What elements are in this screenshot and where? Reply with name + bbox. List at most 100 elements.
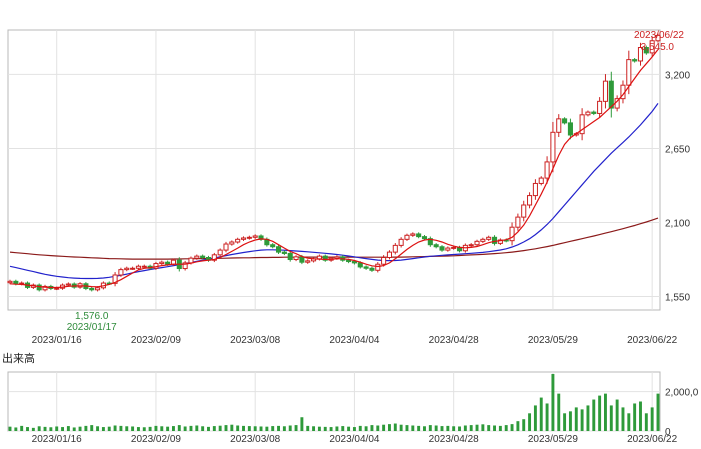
candle-body <box>439 246 445 251</box>
low-date-label: 2023/01/17 <box>67 322 117 333</box>
volume-date-label: 2023/05/29 <box>528 434 578 445</box>
volume-bar <box>510 424 514 431</box>
volume-bar <box>160 426 164 431</box>
volume-bar <box>189 425 193 431</box>
candle-body <box>252 235 258 238</box>
candle <box>275 244 282 254</box>
candle <box>112 272 118 287</box>
candle <box>369 266 375 272</box>
volume-panel-frame <box>7 371 661 432</box>
candle-body <box>346 259 352 263</box>
volume-bar <box>49 427 53 431</box>
volume-bar <box>352 427 356 431</box>
volume-bar <box>615 399 619 431</box>
volume-date-label: 2023/04/28 <box>429 434 479 445</box>
candle-body <box>223 243 229 251</box>
volume-bar <box>90 425 94 431</box>
candle-body <box>509 226 515 242</box>
candle <box>293 255 299 262</box>
volume-axis: 0 2,000,0 <box>665 388 699 438</box>
volume-bar <box>26 427 29 431</box>
candle-body <box>521 204 527 218</box>
candle-body <box>135 265 141 269</box>
candle <box>246 235 252 240</box>
candle <box>42 284 48 292</box>
volume-grid <box>7 371 661 432</box>
candle <box>585 110 591 117</box>
candle-body <box>211 254 217 261</box>
moving-average-long <box>9 217 659 260</box>
volume-bar <box>458 426 461 431</box>
candle <box>515 213 521 231</box>
candle <box>211 252 217 263</box>
candle <box>404 233 410 241</box>
candle <box>591 110 597 116</box>
date-label: 2023/01/16 <box>32 335 82 346</box>
volume-bar <box>656 393 660 431</box>
candle-body <box>89 287 95 291</box>
volume-bar <box>113 425 117 431</box>
volume-bar <box>288 425 292 431</box>
candle-body <box>468 244 474 247</box>
candle-body <box>182 262 188 270</box>
candle <box>597 97 603 118</box>
volume-bar <box>271 426 275 431</box>
candle-body <box>130 267 136 270</box>
candle-body <box>42 285 48 291</box>
candle <box>491 235 498 246</box>
volume-date-label: 2023/02/09 <box>131 434 181 445</box>
volume-bar <box>528 413 532 431</box>
candle-body <box>597 100 603 114</box>
volume-date-label: 2023/01/16 <box>32 434 82 445</box>
volume-bar <box>195 425 199 431</box>
price-axis: 1,550 2,100 2,650 3,200 <box>665 70 690 303</box>
volume-bar <box>644 413 648 431</box>
candle <box>579 108 585 141</box>
candle-body <box>486 236 492 240</box>
moving-average-mid <box>9 103 659 280</box>
volume-bar <box>259 426 263 431</box>
candle-body <box>608 80 614 109</box>
volume-bar <box>31 427 35 431</box>
price-panel-frame <box>7 29 661 311</box>
volume-bar <box>551 373 555 431</box>
candle-body <box>451 246 457 249</box>
volume-bar <box>277 425 280 431</box>
volume-bar <box>481 424 485 431</box>
candle-body <box>445 247 451 251</box>
volume-bar <box>469 425 473 431</box>
candle-body <box>556 118 562 133</box>
candle <box>305 259 311 264</box>
candle-body <box>281 251 287 254</box>
volume-bar <box>452 426 456 431</box>
volume-bar <box>393 423 397 431</box>
volume-bar <box>253 426 257 431</box>
candle <box>229 240 235 246</box>
volume-bar <box>84 425 88 431</box>
candle-body <box>54 287 60 290</box>
price-tick-label: 1,550 <box>665 293 690 304</box>
volume-bar <box>487 425 491 431</box>
candle-body <box>334 256 340 259</box>
candle <box>124 266 130 272</box>
volume-bar <box>78 426 82 431</box>
candle-body <box>165 261 171 265</box>
volume-bar <box>61 427 64 431</box>
volume-bar <box>247 426 251 431</box>
candle-body <box>112 274 118 284</box>
volume-bar <box>207 426 210 431</box>
volume-bar <box>493 425 496 431</box>
volume-bar <box>154 425 158 431</box>
volume-bar <box>574 407 578 431</box>
candle-body <box>363 266 369 269</box>
candle <box>410 232 416 237</box>
volume-bar <box>329 427 333 431</box>
candle-body <box>515 216 521 228</box>
candle <box>141 264 147 268</box>
candle-body <box>322 255 328 261</box>
candle <box>632 58 638 63</box>
candle-body <box>474 240 480 246</box>
volume-bar <box>236 425 240 431</box>
volume-bar <box>101 427 105 431</box>
